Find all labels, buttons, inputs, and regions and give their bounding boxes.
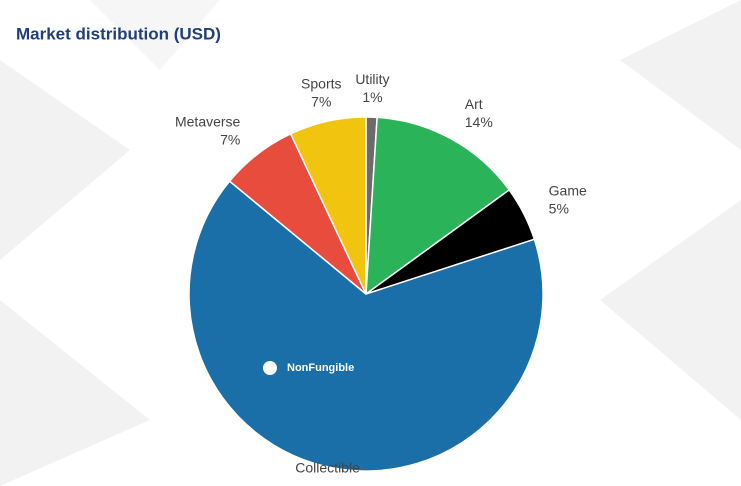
slice-name: Art (465, 96, 483, 112)
pie (188, 116, 544, 472)
slice-name: Game (549, 183, 587, 199)
slice-name: Utility (355, 71, 389, 87)
watermark: NonFungible (263, 361, 354, 375)
chart-title: Market distribution (USD) (16, 24, 221, 43)
slice-name: Metaverse (175, 114, 241, 130)
slice-value-label: 5% (549, 201, 569, 217)
slice-name: Collectible (295, 460, 360, 476)
pie-slice (365, 116, 511, 296)
slice-value-label: 7% (311, 94, 331, 110)
labels: Utility 1% Art 14% Game 5% Collectible Metavers… (175, 71, 587, 476)
pie-slice (188, 180, 544, 472)
slice-name: Sports (301, 76, 341, 92)
slice-value-label: 7% (220, 132, 240, 148)
slice-value-label: 14% (465, 114, 493, 130)
slice-value-label: 1% (362, 89, 382, 105)
pie-slice (289, 116, 367, 295)
watermark-text: NonFungible (287, 362, 354, 374)
